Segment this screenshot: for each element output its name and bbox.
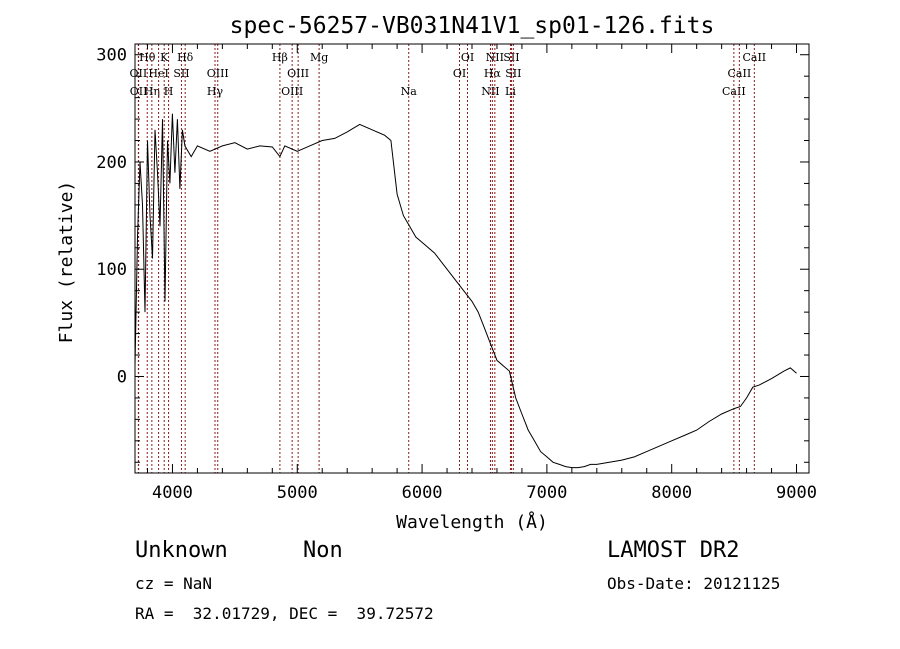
spectral-line-label: HeI [148,67,168,80]
spectral-line-label: NII [486,51,504,64]
x-tick-label: 8000 [651,483,692,503]
spectral-line-label: SII [505,67,521,80]
spectral-line-label: OII [130,85,148,98]
x-axis: 4000 5000 6000 7000 8000 9000 [146,44,817,503]
redshift-cz: cz = NaN [135,574,213,593]
spectral-line-label: H [164,85,174,98]
survey-name: LAMOST DR2 [607,538,740,563]
object-subclass: Non [303,538,343,563]
spectral-line-label: OIII [281,85,303,98]
spectral-line-markers: HθOIIOIIHηHeIKHSIIHδOIIIHγHβOIIIOIIIMgNa… [130,44,766,473]
spectrum-line [134,113,797,469]
x-tick-label: 6000 [402,483,443,503]
spectral-line-label: Li [505,85,516,98]
spectral-line-label: CaII [742,51,766,64]
y-tick-label: 0 [117,367,127,387]
chart-title: spec-56257-VB031N41V1_sp01-126.fits [230,13,715,39]
x-tick-label: 5000 [277,483,318,503]
spectral-line-label: K [160,51,169,64]
object-class: Unknown [135,538,228,563]
spectral-line-label: CaII [722,85,746,98]
spectral-line-label: SII [173,67,189,80]
y-tick-label: 100 [96,260,127,280]
spectral-line-label: Hγ [207,85,224,98]
sky-coordinates: RA = 32.01729, DEC = 39.72572 [135,604,434,623]
spectral-line-label: Hβ [272,51,288,64]
spectral-line-label: Hη [144,85,160,98]
spectral-line-label: CaII [728,67,752,80]
spectral-line-label: OIII [287,67,309,80]
spectral-line-label: NII [481,85,499,98]
x-tick-label: 7000 [526,483,567,503]
plot-frame [134,43,810,474]
y-tick-label: 300 [96,46,127,66]
spectral-line-label: Mg [310,51,328,64]
spectral-line-label: OI [453,67,466,80]
x-tick-label: 4000 [152,483,193,503]
y-tick-label: 200 [96,153,127,173]
spectral-line-label: OI [461,51,474,64]
y-axis-label: Flux (relative) [56,181,77,344]
spectral-line-label: Hθ [139,51,156,64]
spectral-line-label: Hδ [177,51,194,64]
x-tick-label: 9000 [776,483,817,503]
spectral-line-label: Na [401,85,418,98]
spectral-line-label: SII [503,51,519,64]
spectral-line-label: Hα [484,67,502,80]
x-axis-label: Wavelength (Å) [396,511,548,533]
spectral-line-label: OIII [207,67,229,80]
observation-date: Obs-Date: 20121125 [607,574,781,593]
y-axis: 0 100 200 300 [96,46,809,463]
